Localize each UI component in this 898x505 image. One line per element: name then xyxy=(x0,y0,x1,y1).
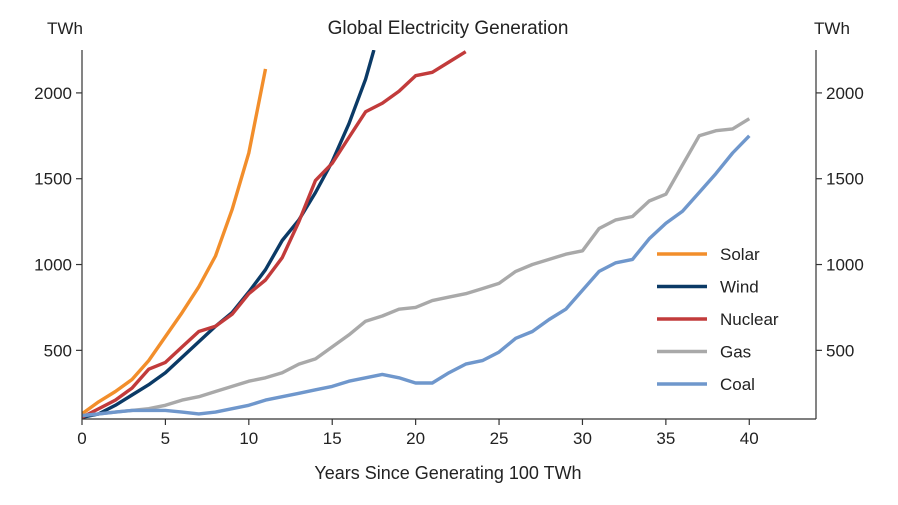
x-axis-label: Years Since Generating 100 TWh xyxy=(314,463,581,483)
x-tick-label: 0 xyxy=(77,429,86,448)
y-ticks: 500 500 1000 1000 1500 1500 2000 2000 xyxy=(34,84,864,360)
y-tick-label-left: 1500 xyxy=(34,170,72,189)
y-tick-label-left: 1000 xyxy=(34,256,72,275)
chart-title: Global Electricity Generation xyxy=(328,18,569,39)
series-line-nuclear xyxy=(82,50,467,419)
x-tick-label: 15 xyxy=(323,429,342,448)
right-axis-unit: TWh xyxy=(814,19,850,38)
series-line-solar xyxy=(82,68,268,416)
x-tick-label: 10 xyxy=(239,429,258,448)
legend-label-gas: Gas xyxy=(720,343,751,362)
series-line-coal xyxy=(82,134,751,418)
y-tick-label-left: 500 xyxy=(44,341,72,360)
x-tick-label: 30 xyxy=(573,429,592,448)
legend: Solar Wind Nuclear Gas Coal xyxy=(657,245,779,394)
legend-label-coal: Coal xyxy=(720,375,755,394)
x-tick-label: 25 xyxy=(490,429,509,448)
y-tick-label-left: 2000 xyxy=(34,84,72,103)
legend-label-nuclear: Nuclear xyxy=(720,310,779,329)
series-line-wind xyxy=(82,50,376,419)
y-tick-label-right: 1000 xyxy=(826,256,864,275)
y-tick-label-right: 500 xyxy=(826,341,854,360)
legend-label-wind: Wind xyxy=(720,278,759,297)
x-tick-label: 40 xyxy=(740,429,759,448)
x-tick-label: 5 xyxy=(161,429,170,448)
x-ticks: 0 5 10 15 20 25 30 35 40 xyxy=(77,419,759,448)
left-axis-unit: TWh xyxy=(47,19,83,38)
series-layer xyxy=(82,50,751,419)
x-tick-label: 35 xyxy=(656,429,675,448)
series-line-gas xyxy=(82,117,751,418)
legend-label-solar: Solar xyxy=(720,245,760,264)
y-tick-label-right: 1500 xyxy=(826,170,864,189)
x-tick-label: 20 xyxy=(406,429,425,448)
y-tick-label-right: 2000 xyxy=(826,84,864,103)
